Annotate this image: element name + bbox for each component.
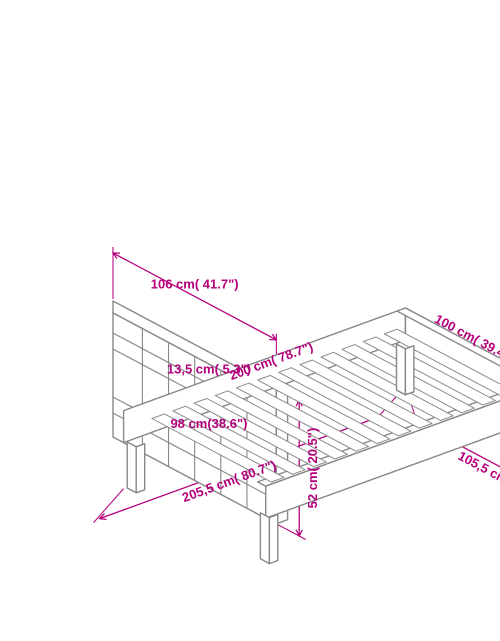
dim-headboard-height: 52 cm( 20.5") <box>305 428 320 509</box>
dim-slat-width: 98 cm(38.6") <box>170 416 247 431</box>
dim-total-width: 105,5 cm( 41.5") <box>456 448 500 508</box>
dim-headboard-width: 106 cm( 41.7") <box>151 276 239 291</box>
bed-dimension-diagram: 106 cm( 41.7")13,5 cm( 5.3")98 cm(38.6")… <box>0 0 500 641</box>
